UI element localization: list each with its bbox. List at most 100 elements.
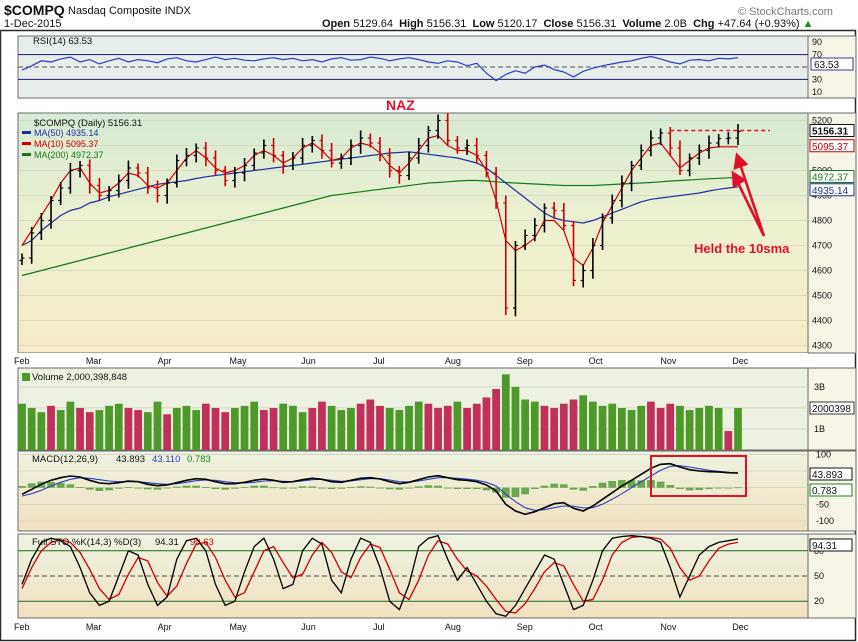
annotation-arrow-head-2 xyxy=(733,152,749,170)
price-tick-label: 4500 xyxy=(812,291,832,301)
sto-d-value: 90.63 xyxy=(190,537,214,548)
price-last-value-box xyxy=(809,124,855,137)
macd-histogram-bar xyxy=(347,487,355,488)
month-tick-label: Aug xyxy=(445,356,461,366)
macd-histogram-bar xyxy=(18,486,26,488)
macd-histogram-bar xyxy=(656,481,665,488)
volume-bar xyxy=(163,414,172,450)
volume-bar xyxy=(230,407,239,450)
up-arrow-icon: ▲ xyxy=(802,18,814,30)
macd-line xyxy=(21,462,739,516)
sto-last-value-box xyxy=(809,538,853,552)
macd-highlight-box xyxy=(650,455,747,497)
sto-k-line xyxy=(21,534,739,618)
volume-bar xyxy=(724,431,733,450)
macd-histogram-bar xyxy=(27,483,36,488)
sto-tick-label: 50 xyxy=(814,571,824,581)
month-tick-label: Jul xyxy=(373,356,385,366)
macd-histogram-bar xyxy=(511,487,520,497)
price-last-value: 4935.14 xyxy=(812,186,849,197)
volume-bar xyxy=(501,374,510,450)
macd-histogram-bar xyxy=(327,487,336,489)
macd-panel-bg xyxy=(17,450,809,532)
volume-bar xyxy=(201,403,210,450)
volume-bar xyxy=(588,401,597,450)
macd-histogram-bar xyxy=(395,487,404,490)
volume-bar xyxy=(18,403,26,450)
volume-bar xyxy=(318,401,326,450)
macd-histogram-bar xyxy=(550,483,559,488)
volume-bar xyxy=(424,403,433,450)
chart-name: Nasdaq Composite INDX xyxy=(68,5,191,17)
volume-bar xyxy=(656,407,665,450)
macd-histogram-bar xyxy=(714,487,723,489)
volume-bar xyxy=(182,405,191,450)
volume-bar xyxy=(27,407,36,450)
macd-histogram-bar xyxy=(443,487,452,489)
volume-bar xyxy=(569,399,578,450)
volume-bar xyxy=(308,407,317,450)
macd-histogram-bar xyxy=(685,487,694,491)
ma10-legend: MA(10) 5095.37 xyxy=(34,139,99,149)
rsi-title: RSI(14) 63.53 xyxy=(33,36,92,47)
volume-bar xyxy=(37,412,46,450)
volume-bar xyxy=(143,412,152,450)
macd-histogram-bar xyxy=(250,485,259,488)
low-value: 5120.17 xyxy=(497,18,538,30)
month-axis-bg xyxy=(18,353,808,367)
price-tick-label: 4700 xyxy=(812,241,832,251)
price-axis-bg xyxy=(807,112,857,354)
volume-bar xyxy=(289,405,297,450)
macd-histogram-bar xyxy=(85,487,94,490)
volume-bar xyxy=(211,407,220,450)
macd-hist-value: 0.783 xyxy=(187,454,211,465)
macd-histogram-bar xyxy=(105,487,113,491)
macd-signal-value: 43.110 xyxy=(152,454,180,465)
macd-histogram-bar xyxy=(318,487,326,489)
month-tick-label: May xyxy=(229,622,247,632)
change-label: Chg xyxy=(693,18,715,30)
macd-histogram-bar xyxy=(366,486,375,488)
volume-bar xyxy=(356,403,365,450)
volume-bar xyxy=(376,405,384,450)
volume-title: Volume 2,000,398,848 xyxy=(32,372,127,383)
macd-tick-label: -50 xyxy=(816,499,829,509)
chart-symbol: $COMPQ xyxy=(4,2,65,18)
volume-bar xyxy=(385,407,394,450)
volume-tick-label: 3B xyxy=(814,382,825,392)
close-value: 5156.31 xyxy=(576,18,617,30)
volume-bar xyxy=(95,410,104,450)
macd-histogram-bar xyxy=(211,487,220,489)
volume-bar xyxy=(260,410,268,450)
month-tick-label: Mar xyxy=(86,622,102,632)
macd-histogram-bar xyxy=(598,482,607,488)
volume-bar xyxy=(463,407,471,450)
volume-bar xyxy=(627,410,636,450)
volume-bar xyxy=(66,401,75,450)
volume-bar xyxy=(105,405,113,450)
macd-histogram-bar xyxy=(143,487,152,490)
macd-histogram-bar xyxy=(134,487,142,489)
macd-histogram-bar xyxy=(695,487,704,490)
volume-bar xyxy=(327,405,336,450)
sto-legend: Full STO %K(14,3) %D(3) 94.31 90.63 xyxy=(32,537,214,548)
ohlc-readout: Open 5129.64 High 5156.31 Low 5120.17 Cl… xyxy=(322,18,813,30)
macd-histogram-bar xyxy=(279,487,288,489)
macd-histogram-bar xyxy=(608,481,617,488)
macd-hist-last-value: 0.783 xyxy=(812,486,837,497)
ma200-line xyxy=(21,176,739,277)
volume-bar xyxy=(511,386,520,450)
held-10sma-annotation: Held the 10sma xyxy=(694,241,790,256)
macd-histogram-bar xyxy=(260,485,268,488)
open-value: 5129.64 xyxy=(353,18,393,30)
month-tick-label: Jun xyxy=(301,356,316,366)
volume-bar xyxy=(47,405,55,450)
change-value: +47.64 (+0.93%) xyxy=(717,18,800,30)
macd-histogram-bar xyxy=(618,480,626,488)
high-label: High xyxy=(399,18,424,30)
ma200-legend-swatch xyxy=(22,153,31,156)
price-tick-label: 4800 xyxy=(812,216,832,226)
volume-bar xyxy=(85,412,94,450)
